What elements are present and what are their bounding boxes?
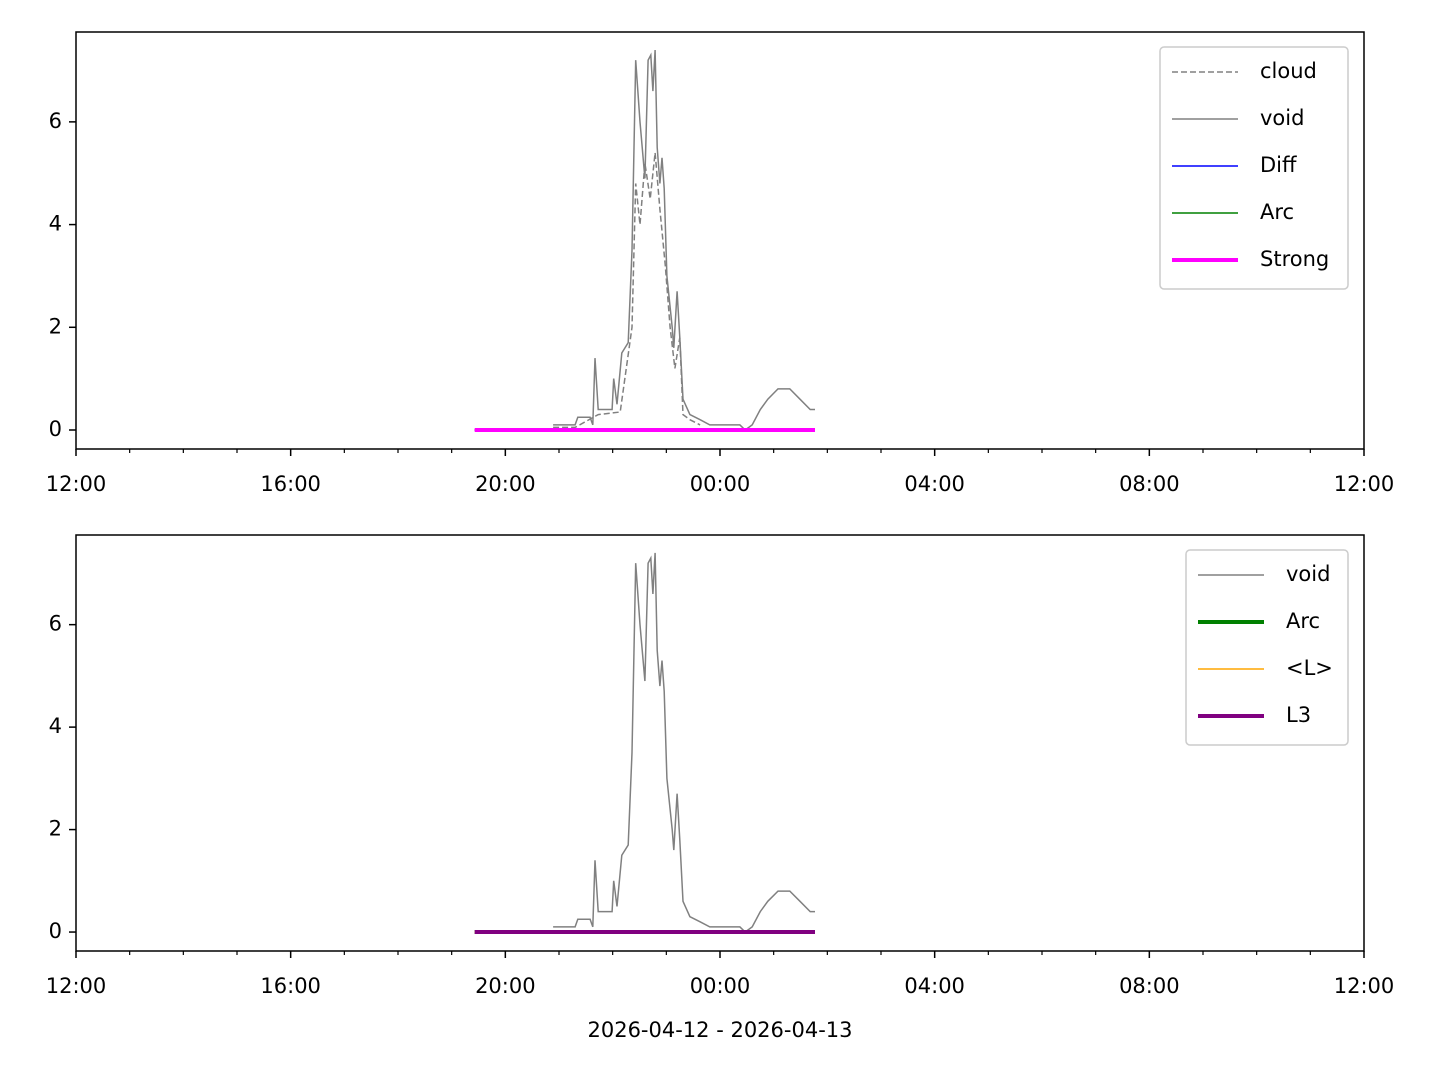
legend: void Arc <L> L3 <box>1185 549 1349 746</box>
x-tick-label: 00:00 <box>690 974 751 998</box>
x-tick-label: 12:00 <box>1334 974 1395 998</box>
legend: cloud void Diff Arc Strong <box>1159 46 1349 290</box>
legend-label: Strong <box>1260 247 1329 271</box>
x-tick-label: 12:00 <box>46 472 107 496</box>
legend-box <box>1159 46 1349 290</box>
y-tick-label: 0 <box>49 919 62 943</box>
legend-label: void <box>1260 106 1304 130</box>
y-tick-label: 2 <box>49 314 62 338</box>
legend-label: Arc <box>1286 609 1320 633</box>
series-line <box>553 552 815 933</box>
legend-label: Diff <box>1260 153 1297 177</box>
y-tick-label: 6 <box>49 612 62 636</box>
axes-frame <box>75 534 1365 952</box>
y-tick-label: 4 <box>49 212 62 236</box>
series-line <box>553 49 815 431</box>
legend-label: Arc <box>1260 200 1294 224</box>
x-tick-label: 04:00 <box>904 472 965 496</box>
legend-label: <L> <box>1286 656 1333 680</box>
x-tick-label: 16:00 <box>260 472 321 496</box>
x-tick-label: 04:00 <box>904 974 965 998</box>
legend-label: void <box>1286 562 1330 586</box>
x-tick-label: 20:00 <box>475 472 536 496</box>
series-line <box>553 152 701 429</box>
x-tick-label: 08:00 <box>1119 974 1180 998</box>
y-tick-label: 0 <box>49 417 62 441</box>
x-tick-label: 12:00 <box>46 974 107 998</box>
y-tick-label: 4 <box>49 714 62 738</box>
x-tick-label: 00:00 <box>690 472 751 496</box>
axes: 0 2 4 6 12:00 16:00 20:00 00:00 04:00 08:00 12:00 2… <box>46 534 1395 1042</box>
y-tick-label: 6 <box>49 109 62 133</box>
x-tick-label: 12:00 <box>1334 472 1395 496</box>
legend-label: L3 <box>1286 703 1311 727</box>
legend-box <box>1185 549 1349 746</box>
x-axis-label: 2026-04-12 - 2026-04-13 <box>587 1018 852 1042</box>
legend-label: cloud <box>1260 59 1317 83</box>
x-tick-label: 16:00 <box>260 974 321 998</box>
x-tick-label: 20:00 <box>475 974 536 998</box>
x-tick-label: 08:00 <box>1119 472 1180 496</box>
axes: 0 2 4 6 12:00 16:00 20:00 00:00 04:00 08:00 12:00 c… <box>46 31 1395 496</box>
y-tick-label: 2 <box>49 817 62 841</box>
